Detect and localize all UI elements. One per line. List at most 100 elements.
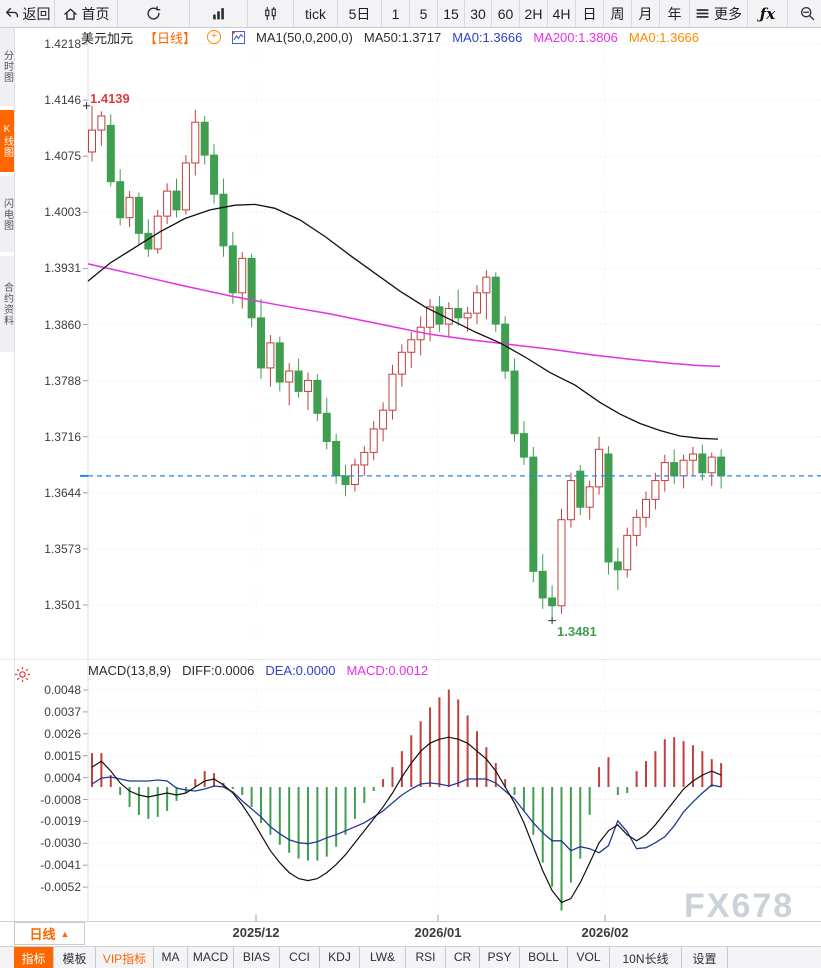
macd-axis-label: 0.0048 — [44, 683, 81, 697]
price-axis-label: 1.4218 — [44, 37, 81, 51]
macd-axis-label: 0.0037 — [44, 705, 81, 719]
toolbar-button-label: 4H — [552, 5, 571, 22]
toolbar-button-4h[interactable]: 4H — [548, 0, 576, 27]
macd-macd-value: MACD:0.0012 — [346, 663, 429, 678]
home-icon — [63, 6, 78, 21]
price-axis-label: 1.3501 — [44, 598, 81, 612]
period-selector-label: 日线 — [29, 927, 56, 942]
indicator-tab-bias[interactable]: BIAS — [234, 947, 280, 968]
toolbar-button-candlestick[interactable] — [248, 0, 294, 27]
indicator-tab-lw[interactable]: LW& — [360, 947, 406, 968]
macd-diff-line — [91, 736, 722, 904]
toolbar-button-label: 1 — [391, 5, 400, 22]
indicator-tab-[interactable]: 设置 — [682, 947, 728, 968]
toolbar-button-more[interactable]: 更多 — [690, 0, 748, 27]
macd-axis-label: 0.0026 — [44, 727, 81, 741]
toolbar-button-label: 更多 — [714, 5, 742, 22]
ma-settings: MA1(50,0,200,0) — [256, 29, 353, 45]
toolbar-button-refresh[interactable] — [118, 0, 190, 27]
sidebar-item-contract-info[interactable]: 合约资料 — [0, 256, 14, 352]
macd-axis-label: 0.0015 — [44, 749, 81, 763]
watermark: FX678 — [684, 887, 795, 925]
toolbar-button-label: 周 — [610, 5, 625, 22]
indicator-tab-kdj[interactable]: KDJ — [320, 947, 360, 968]
indicator-tab-10n[interactable]: 10N长线 — [610, 947, 682, 968]
toolbar: 返回 首页 tick 5日 1 5 15 30 60 2H 4H 日周月年 更多 ƒx — [0, 0, 821, 28]
macd-title: MACD(13,8,9) — [88, 663, 172, 678]
toolbar-button-15min[interactable]: 15 — [438, 0, 465, 27]
ma200-line — [87, 263, 721, 368]
macd-dea-value: DEA:0.0000 — [265, 663, 336, 678]
toolbar-button-fx[interactable]: ƒx — [748, 0, 788, 27]
symbol-name: 美元加元 — [81, 30, 134, 46]
toolbar-button-back[interactable]: 返回 — [0, 0, 55, 27]
candlestick-series — [88, 105, 726, 621]
indicator-tab-cci[interactable]: CCI — [280, 947, 320, 968]
add-circle-icon[interactable]: + — [207, 30, 222, 44]
sidebar-item-lightning-chart[interactable]: 闪电图 — [0, 176, 14, 252]
toolbar-button-label: 首页 — [81, 5, 110, 22]
price-axis-label: 1.3644 — [44, 486, 81, 500]
indicator-tab-macd[interactable]: MACD — [188, 947, 234, 968]
toolbar-button-month[interactable]: 月 — [632, 0, 660, 27]
low-annotation: 1.3481 — [557, 624, 597, 639]
sidebar-item-kline-chart[interactable]: K线图 — [0, 110, 14, 172]
x-axis-month-label: 2026/01 — [414, 925, 462, 940]
toolbar-button-week[interactable]: 周 — [604, 0, 632, 27]
indicator-tab-cr[interactable]: CR — [446, 947, 480, 968]
toolbar-button-home[interactable]: 首页 — [55, 0, 118, 27]
toolbar-button-column-chart[interactable] — [190, 0, 248, 27]
toolbar-button-2h[interactable]: 2H — [520, 0, 548, 27]
high-annotation: 1.4139 — [90, 91, 130, 106]
indicator-settings-icon[interactable] — [14, 666, 31, 683]
sidebar-item-time-chart[interactable]: 分时图 — [0, 27, 14, 106]
period-selector-dropdown[interactable]: 日线 ▲ — [14, 922, 85, 945]
price-axis-label: 1.4075 — [44, 149, 81, 163]
macd-diff-value: DIFF:0.0006 — [182, 663, 255, 678]
toolbar-button-label: 返回 — [22, 5, 51, 22]
toolbar-button-label: 2H — [524, 5, 543, 22]
indicator-tab-boll[interactable]: BOLL — [520, 947, 568, 968]
macd-axis-label: -0.0008 — [40, 793, 81, 807]
toolbar-button-60min[interactable]: 60 — [492, 0, 520, 27]
toolbar-button-1min[interactable]: 1 — [382, 0, 410, 27]
toolbar-button-label: 15 — [443, 5, 459, 22]
indicator-tab-vol[interactable]: VOL — [568, 947, 610, 968]
toolbar-button-30min[interactable]: 30 — [465, 0, 492, 27]
macd-axis-label: 0.0004 — [44, 771, 81, 785]
toolbar-button-day[interactable]: 日 — [576, 0, 604, 27]
toolbar-button-year[interactable]: 年 — [660, 0, 690, 27]
ma-chart-icon — [232, 30, 246, 44]
macd-axis-label: -0.0030 — [40, 836, 81, 850]
x-axis-month-label: 2025/12 — [232, 925, 280, 940]
toolbar-button-5min[interactable]: 5 — [410, 0, 438, 27]
indicator-tab-vip[interactable]: VIP指标 — [96, 947, 154, 968]
price-axis-label: 1.3573 — [44, 542, 81, 556]
indicator-tab-psy[interactable]: PSY — [480, 947, 520, 968]
macd-axis-label: -0.0052 — [40, 880, 81, 894]
refresh-icon — [146, 6, 161, 21]
sidebar-divider — [14, 27, 15, 953]
price-axis-label: 1.4003 — [44, 205, 81, 219]
indicator-tab-ma[interactable]: MA — [154, 947, 188, 968]
indicator-tab-[interactable]: 指标 — [14, 947, 54, 968]
toolbar-button-label: 5日 — [348, 5, 371, 22]
macd-header: MACD(13,8,9) DIFF:0.0006 DEA:0.0000 MACD… — [88, 663, 428, 678]
toolbar-button-zoom-out[interactable] — [788, 0, 821, 27]
indicator-tab-[interactable]: 模板 — [54, 947, 96, 968]
toolbar-button-label: 日 — [582, 5, 597, 22]
period-label: 【日线】 — [144, 30, 197, 46]
macd-histogram — [91, 689, 723, 911]
toolbar-button-5d[interactable]: 5日 — [338, 0, 382, 27]
price-axis-label: 1.3716 — [44, 430, 81, 444]
indicator-tab-rsi[interactable]: RSI — [406, 947, 446, 968]
indicator-tab-bar: 指标 模板 VIP指标 MA MACD BIAS CCI KDJ LW& RSI CR PSY BOLL… — [0, 946, 821, 968]
toolbar-button-tick[interactable]: tick — [294, 0, 338, 27]
dropdown-arrow-icon: ▲ — [60, 928, 70, 939]
x-axis-month-label: 2026/02 — [581, 925, 629, 940]
menu-icon — [695, 6, 710, 21]
ma0-orange-value: MA0:1.3666 — [628, 29, 700, 45]
macd-dea-line — [91, 776, 722, 854]
candlestick-icon — [263, 6, 278, 21]
